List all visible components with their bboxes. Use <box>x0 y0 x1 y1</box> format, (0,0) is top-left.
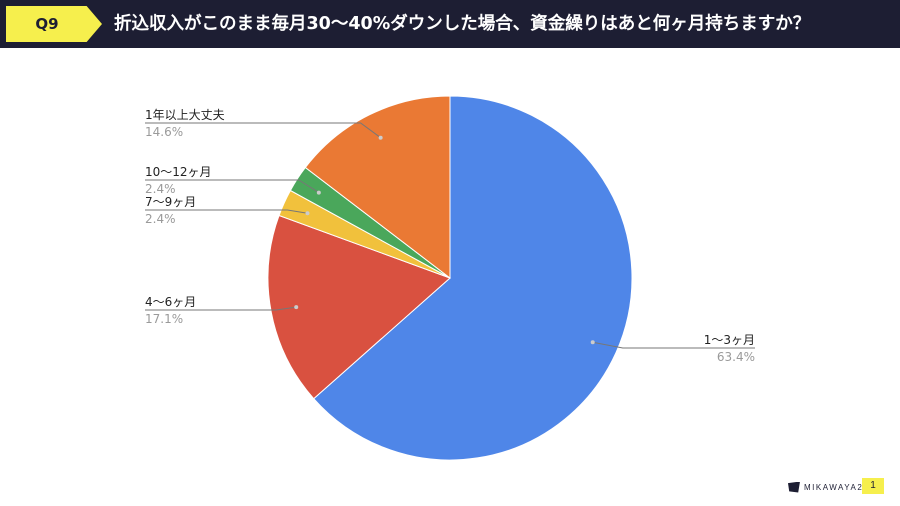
logo-text: MIKAWAYA21 <box>804 482 870 492</box>
percent-slice-5: 14.6% <box>145 125 183 139</box>
header-bar: Q9 折込収入がこのまま毎月30〜40%ダウンした場合、資金繰りはあと何ヶ月持ち… <box>0 0 900 48</box>
page-title: 折込収入がこのまま毎月30〜40%ダウンした場合、資金繰りはあと何ヶ月持ちますか… <box>114 14 811 34</box>
label-slice-3: 7〜9ヶ月 <box>145 195 196 209</box>
percent-slice-3: 2.4% <box>145 212 176 226</box>
label-slice-1: 1〜3ヶ月 <box>704 333 755 347</box>
percent-slice-1: 63.4% <box>717 350 755 364</box>
percent-slice-2: 17.1% <box>145 312 183 326</box>
pie-chart: 1〜3ヶ月63.4%4〜6ヶ月17.1%7〜9ヶ月2.4%10〜12ヶ月2.4%… <box>145 95 755 461</box>
question-badge: Q9 <box>6 6 102 42</box>
pie-slice-1 <box>313 95 633 461</box>
label-slice-5: 1年以上大丈夫 <box>145 108 225 122</box>
leader-dot-slice-5 <box>378 135 383 140</box>
leader-line-slice-1 <box>592 341 755 349</box>
question-label: Q9 <box>35 15 59 33</box>
pie-slice-5 <box>304 95 451 280</box>
label-slice-2: 4〜6ヶ月 <box>145 295 196 309</box>
brand-logo: MIKAWAYA21 <box>788 480 869 494</box>
leader-dot-slice-2 <box>294 305 299 310</box>
leader-dot-slice-1 <box>590 340 595 345</box>
leader-dot-slice-4 <box>316 190 321 195</box>
label-slice-4: 10〜12ヶ月 <box>145 165 212 179</box>
leader-line-slice-2 <box>145 306 297 311</box>
pie-slice-2 <box>267 214 451 400</box>
percent-slice-4: 2.4% <box>145 182 176 196</box>
leader-line-slice-5 <box>145 122 381 139</box>
page-number: 1 <box>862 478 884 494</box>
leader-line-slice-3 <box>145 209 308 214</box>
leader-dot-slice-3 <box>305 211 310 216</box>
leader-line-slice-4 <box>145 179 320 194</box>
logo-mark-icon <box>788 481 800 493</box>
